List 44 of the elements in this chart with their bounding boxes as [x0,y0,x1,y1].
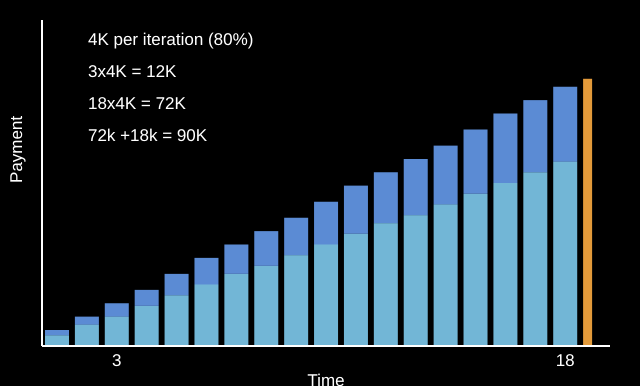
bar [314,202,338,244]
bar [194,258,218,285]
x-tick-label: 3 [112,351,122,370]
bar [493,114,518,183]
bar [74,324,99,346]
bar [284,255,308,346]
bar [45,330,69,336]
bar [104,303,129,317]
bar [553,162,578,346]
bar [464,194,488,346]
bar [553,86,578,162]
bar [224,274,248,346]
y-axis-title: Payment [7,116,26,183]
bar [134,290,159,306]
bar [434,204,458,346]
bar [194,284,218,346]
bar [164,295,189,346]
bar [464,130,488,194]
annotation: 18x4K = 72K [88,94,186,114]
bar [344,186,368,234]
bar [224,244,248,274]
annotation: 72k +18k = 90K [88,126,208,146]
bar [523,100,548,172]
x-axis-title: Time [307,371,345,386]
bar [164,274,189,296]
bar [344,234,368,346]
bar [404,158,428,216]
bar [284,218,308,256]
bar [134,306,159,346]
annotation: 3x4K = 12K [88,62,176,82]
bar [493,183,518,346]
bar [104,316,129,346]
bar [434,146,458,204]
text: 4K per iteration (80%) [88,30,254,50]
bar [523,172,548,346]
bar [374,172,398,224]
bar [314,244,338,346]
bar [404,215,428,346]
bar [254,231,278,266]
bar [254,266,278,346]
bar [374,223,398,346]
bar [74,316,99,325]
bar [583,78,592,346]
x-tick-label: 18 [556,351,575,370]
